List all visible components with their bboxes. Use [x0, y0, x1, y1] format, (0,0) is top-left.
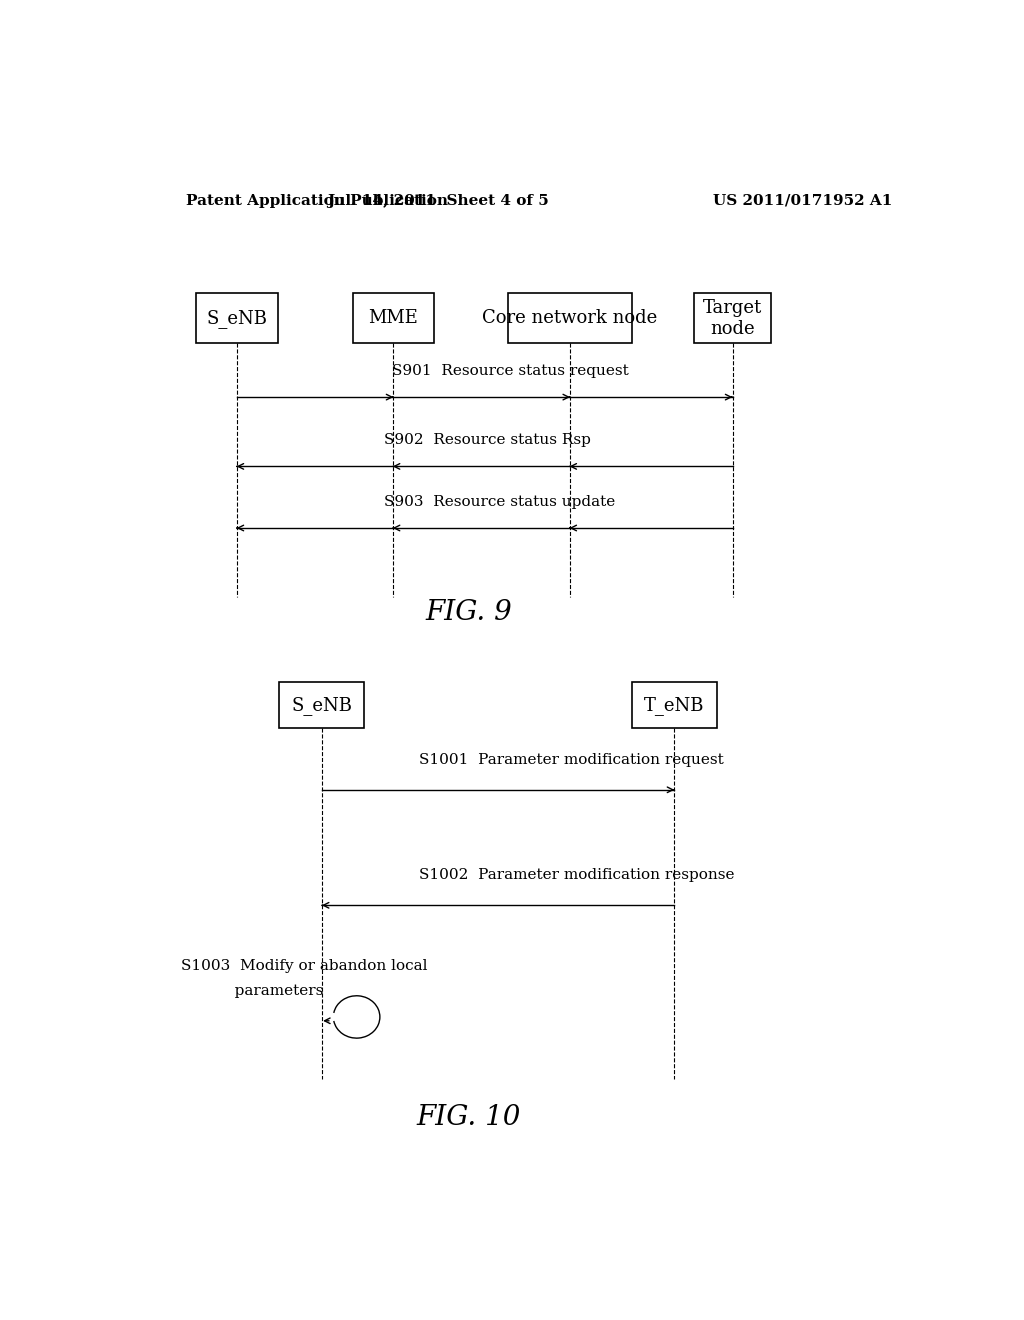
Text: FIG. 9: FIG. 9 — [426, 599, 512, 626]
Bar — [693, 293, 771, 343]
Text: S_eNB: S_eNB — [291, 696, 352, 714]
Text: parameters: parameters — [180, 983, 324, 998]
Text: MME: MME — [369, 309, 419, 327]
Text: S1002  Parameter modification response: S1002 Parameter modification response — [419, 869, 734, 882]
Text: Jul. 14, 2011  Sheet 4 of 5: Jul. 14, 2011 Sheet 4 of 5 — [327, 194, 549, 207]
Bar — [280, 682, 365, 729]
Text: Target
node: Target node — [702, 298, 762, 338]
Bar — [197, 293, 278, 343]
Text: S901  Resource status request: S901 Resource status request — [391, 364, 629, 378]
Bar — [508, 293, 632, 343]
Text: US 2011/0171952 A1: US 2011/0171952 A1 — [713, 194, 892, 207]
Text: S_eNB: S_eNB — [207, 309, 267, 327]
Bar — [632, 682, 717, 729]
Text: Core network node: Core network node — [482, 309, 657, 327]
Text: T_eNB: T_eNB — [644, 696, 705, 714]
Text: S1001  Parameter modification request: S1001 Parameter modification request — [419, 752, 723, 767]
Bar — [352, 293, 434, 343]
Text: FIG. 10: FIG. 10 — [417, 1104, 521, 1130]
Text: S1003  Modify or abandon local: S1003 Modify or abandon local — [180, 960, 427, 973]
Text: S903  Resource status update: S903 Resource status update — [384, 495, 615, 508]
Text: Patent Application Publication: Patent Application Publication — [186, 194, 449, 207]
Text: S902  Resource status Rsp: S902 Resource status Rsp — [384, 433, 591, 447]
